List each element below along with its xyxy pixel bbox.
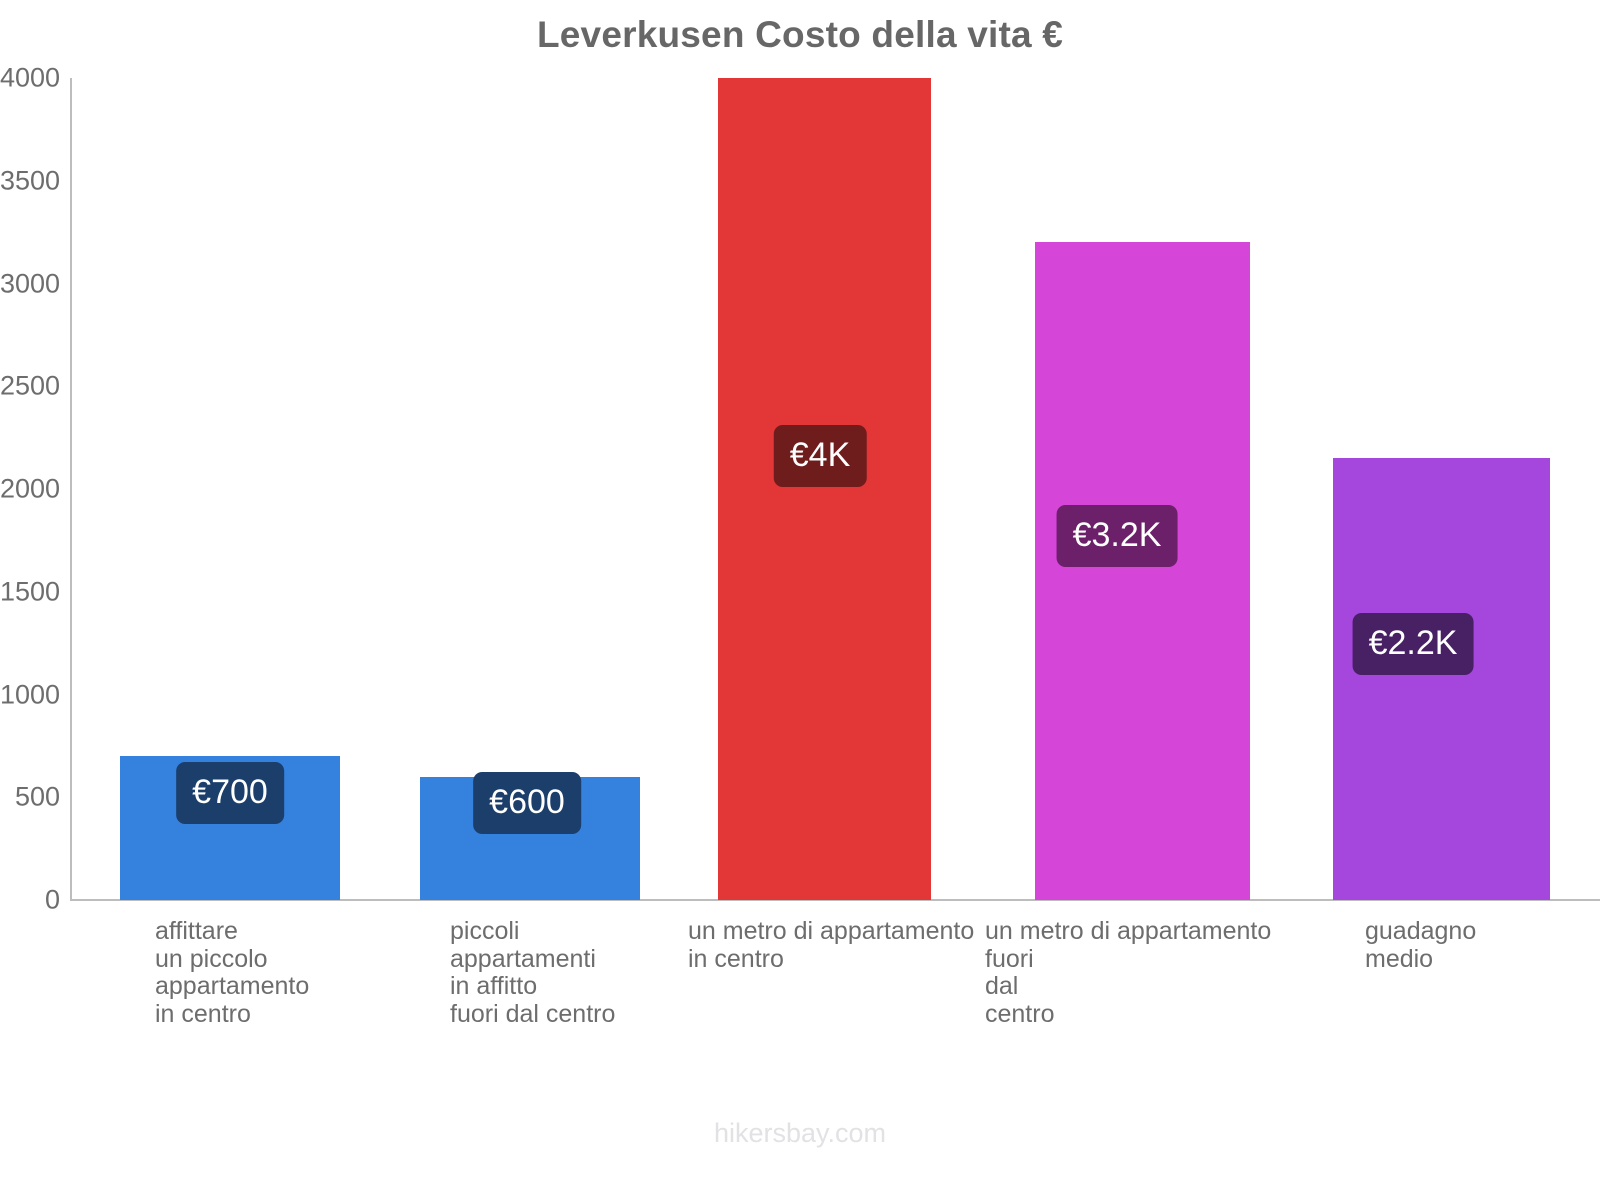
y-axis-line [70,78,72,900]
x-axis-label-piccoli-appartamenti-in-affitto-fuori-dal-centro: piccoli appartamenti in affitto fuori da… [450,917,616,1028]
y-axis-tick-1500: 1500 [0,576,61,607]
chart-title: Leverkusen Costo della vita € [536,14,1064,55]
y-axis-tick-4000: 4000 [0,62,61,93]
y-axis-tick-500: 500 [14,781,60,812]
x-axis-line [70,899,1600,901]
value-label-un-metro-di-appartamento-in-centro: €4K [773,425,867,487]
value-label-un-metro-di-appartamento-fuori-dal-centro: €3.2K [1056,505,1178,567]
y-axis-tick-2000: 2000 [0,473,61,504]
y-axis-tick-2500: 2500 [0,370,61,401]
plot-area: €700 €600 €4K €3.2K €2.2K [70,78,1560,900]
y-axis-tick-labels: 4000 3500 3000 2500 2000 1500 1000 500 0 [0,0,60,1200]
bar-un-metro-di-appartamento-in-centro[interactable] [718,78,931,900]
y-axis-tick-3000: 3000 [0,268,61,299]
x-axis-label-un-metro-di-appartamento-fuori-dal-centro: un metro di appartamento fuori dal centr… [985,917,1272,1028]
footer-credit: hikersbay.com [713,1118,887,1148]
bar-guadagno-medio[interactable] [1333,458,1550,900]
value-label-guadagno-medio: €2.2K [1352,613,1474,675]
x-axis-label-affittare-un-piccolo-appartamento-in-centro: affittare un piccolo appartamento in cen… [155,917,310,1028]
y-axis-tick-0: 0 [44,884,60,915]
y-axis-tick-1000: 1000 [0,679,61,710]
x-axis-label-guadagno-medio: guadagno medio [1365,917,1477,973]
y-axis-tick-3500: 3500 [0,165,61,196]
x-axis-label-un-metro-di-appartamento-in-centro: un metro di appartamento in centro [688,917,975,973]
value-label-affittare-un-piccolo-appartamento-in-centro: €700 [176,762,284,824]
bars-layer [70,78,1560,900]
value-label-piccoli-appartamenti-in-affitto-fuori-dal-centro: €600 [473,772,581,834]
bar-un-metro-di-appartamento-fuori-dal-centro[interactable] [1035,242,1250,900]
